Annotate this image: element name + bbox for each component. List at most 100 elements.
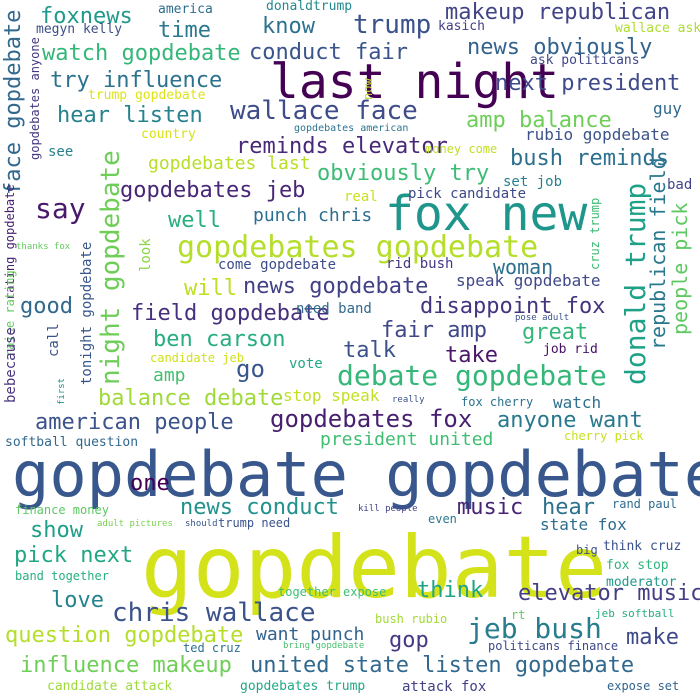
- word: trump: [353, 10, 432, 40]
- word: tonight gopdebate: [79, 241, 95, 385]
- word: even: [428, 512, 457, 526]
- word: hear listen: [57, 103, 203, 128]
- word: gopdebates anyone: [28, 37, 42, 160]
- word: gopdebates last: [148, 153, 311, 174]
- word: makeup republican: [445, 0, 671, 25]
- word: wallace ask: [615, 21, 700, 36]
- word: debate gopdebate: [337, 359, 607, 392]
- word: fair amp: [381, 318, 487, 343]
- word: rubio gopdebate: [525, 125, 670, 144]
- word: love: [51, 588, 104, 613]
- word: try influence: [50, 68, 223, 93]
- word: gopdebate gopdebate: [12, 438, 700, 511]
- word: real: [344, 189, 378, 205]
- word: go: [236, 355, 265, 383]
- word: jeb softball: [595, 607, 675, 620]
- word: look: [138, 238, 154, 272]
- word: now: [361, 78, 375, 100]
- word: come gopdebate: [218, 257, 337, 273]
- word: state fox: [540, 515, 627, 534]
- word: pick next: [14, 543, 134, 568]
- word: music: [457, 495, 524, 520]
- word: hear: [542, 495, 595, 520]
- word: news obviously: [467, 35, 653, 60]
- word: take: [445, 343, 498, 368]
- word: fox stop: [606, 558, 669, 573]
- word: field gopdebate: [131, 301, 330, 326]
- word: candidate attack: [47, 679, 173, 694]
- word: talk: [343, 338, 396, 363]
- word: face gopdebate: [1, 9, 26, 195]
- word: politicans finance: [488, 639, 619, 653]
- word: make: [626, 625, 679, 650]
- word: speak gopdebate: [456, 271, 601, 290]
- word: elevator music: [518, 581, 700, 606]
- word: first: [57, 377, 67, 405]
- word: job rid: [543, 342, 598, 357]
- word: republican field: [646, 157, 670, 350]
- word: gopdebates fox: [270, 405, 473, 433]
- word: set job: [503, 174, 563, 190]
- word: thanks fox: [16, 242, 71, 252]
- word: gopdebates gopdebate: [177, 230, 539, 265]
- word: call: [46, 323, 62, 357]
- word: adult pictures: [97, 519, 173, 529]
- word: reminds elevator: [236, 134, 448, 159]
- word: know: [262, 14, 315, 39]
- word: gopdebates american: [294, 123, 409, 134]
- word: will: [184, 276, 237, 301]
- word: anyone want: [497, 408, 643, 433]
- word: president united: [320, 429, 494, 450]
- word: influence makeup: [20, 653, 232, 678]
- word: big: [576, 543, 598, 557]
- word: expose set: [607, 679, 680, 693]
- word: rt: [511, 608, 526, 622]
- word: want punch: [256, 624, 365, 645]
- word: show: [30, 518, 83, 543]
- word: american people: [35, 410, 234, 435]
- word: band together: [15, 569, 109, 583]
- word: candidate jeb: [150, 351, 244, 365]
- word: conduct fair: [249, 40, 408, 65]
- word: country: [141, 127, 196, 142]
- word: donaldtrump: [266, 0, 353, 14]
- word: foxnews: [40, 4, 133, 29]
- word: disappoint fox: [420, 294, 606, 319]
- word: megyn kelly: [36, 22, 123, 37]
- word: vote: [289, 356, 323, 372]
- word: trump gopdebate: [88, 88, 206, 103]
- word: see: [48, 144, 74, 160]
- word: think cruz: [603, 539, 682, 554]
- word: ben carson: [153, 327, 286, 352]
- word: fox new: [385, 186, 588, 242]
- word: wallace face: [230, 96, 418, 126]
- word: kill people: [358, 504, 418, 514]
- word: guy: [653, 99, 682, 118]
- word: ted cruz: [183, 641, 241, 655]
- word: rid bush: [386, 256, 454, 272]
- word: balance debate: [98, 386, 284, 411]
- word: really: [392, 395, 425, 405]
- word: one: [130, 471, 170, 496]
- word: pick candidate: [408, 186, 527, 202]
- word: gopdebates jeb: [120, 178, 306, 203]
- word: amp balance: [466, 108, 612, 133]
- word: should: [185, 519, 218, 529]
- word: gop: [389, 628, 429, 653]
- word: jeb bush: [467, 612, 602, 645]
- word: watch gopdebate: [42, 41, 241, 66]
- word: good: [20, 294, 73, 319]
- word: rand paul: [612, 497, 678, 511]
- word: need band: [296, 301, 372, 317]
- word: last night: [270, 54, 559, 110]
- word: question gopdebate: [5, 623, 244, 648]
- word: cruz trump: [588, 197, 602, 270]
- word: moderator: [606, 575, 677, 590]
- word: bush rubio: [375, 612, 448, 626]
- word: time: [158, 18, 211, 43]
- word: gopdebates trump: [240, 679, 366, 694]
- word: amp: [153, 365, 186, 386]
- word: think: [417, 578, 484, 603]
- word: finance money: [15, 503, 109, 517]
